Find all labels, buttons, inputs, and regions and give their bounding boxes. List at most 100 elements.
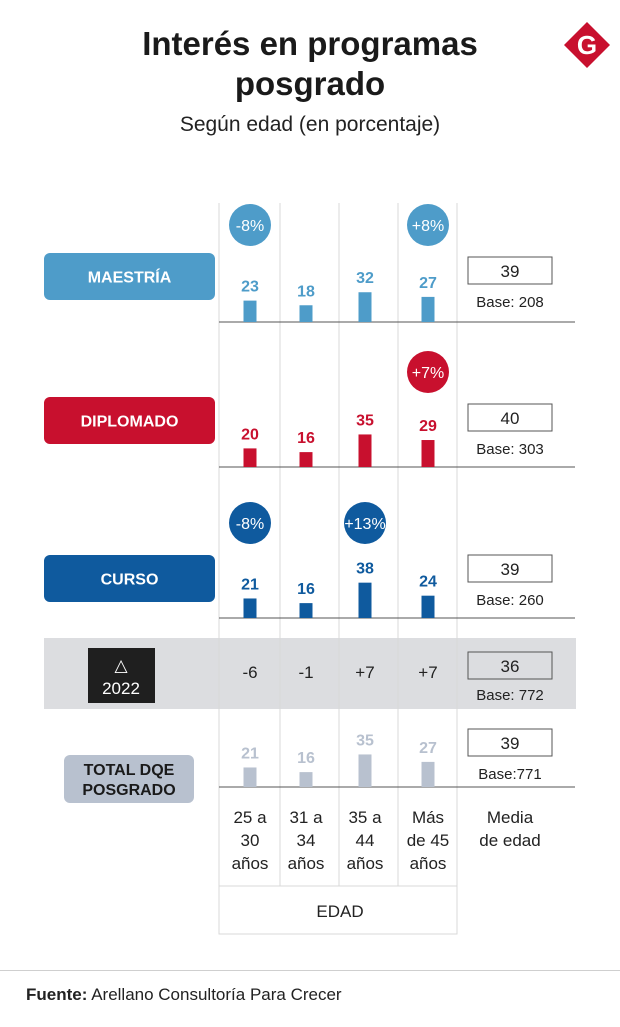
xaxis-label: EDAD	[316, 902, 363, 921]
maestria-series-name: MAESTRÍA	[88, 268, 172, 287]
diplomado-change-badge	[407, 351, 449, 393]
category-tick-label: Más	[412, 808, 444, 827]
category-tick-label: 35 a	[348, 808, 382, 827]
title-line-2: posgrado	[234, 65, 386, 102]
category-tick-label: 31 a	[289, 808, 323, 827]
category-tick-label: 30	[241, 831, 260, 850]
curso-bar	[299, 603, 313, 618]
diplomado-bar	[299, 452, 313, 467]
curso-label-box	[44, 555, 215, 602]
curso-series-name: CURSO	[101, 572, 159, 589]
diplomado-bar	[358, 434, 372, 467]
footer-label: Fuente:	[26, 985, 88, 1004]
curso-bar	[358, 582, 372, 618]
category-tick-label: 44	[356, 831, 375, 850]
delta-value: -6	[242, 663, 257, 682]
curso-bar	[243, 598, 257, 618]
xaxis-label-box	[218, 885, 458, 935]
delta-media-value: 36	[501, 657, 520, 676]
total-bar	[358, 754, 372, 787]
footer-source: Fuente: Arellano Consultoría Para Crecer	[26, 985, 342, 1005]
title-line-1: Interés en programas	[142, 25, 478, 62]
total-media-box	[467, 728, 553, 757]
diplomado-change-label: +7%	[412, 365, 444, 382]
total-value-label: 35	[356, 732, 374, 749]
footer-text: Arellano Consultoría Para Crecer	[91, 985, 342, 1004]
total-label-box	[64, 755, 194, 803]
delta-value: +7	[355, 663, 374, 682]
delta-year-label: 2022	[102, 679, 140, 698]
brand-logo-icon: G	[564, 22, 610, 68]
maestria-change-badge	[229, 204, 271, 246]
delta-value: -1	[298, 663, 313, 682]
maestria-bar	[358, 292, 372, 322]
curso-change-label: +13%	[344, 516, 385, 533]
delta-value: +7	[418, 663, 437, 682]
maestria-bar	[421, 296, 435, 322]
maestria-bar	[299, 305, 313, 322]
category-tick-label: años	[347, 854, 384, 873]
category-tick-label: 25 a	[233, 808, 267, 827]
curso-media-value: 39	[501, 560, 520, 579]
diplomado-base-label: Base: 303	[476, 441, 544, 458]
total-bar	[243, 767, 257, 787]
curso-value-label: 16	[297, 581, 315, 598]
maestria-label-box	[44, 253, 215, 300]
total-value-label: 21	[241, 745, 259, 762]
diplomado-media-box	[467, 403, 553, 432]
chart-area: EDAD 25 a 30 años 31 a 34 años 35 a 44 años Más de …	[44, 203, 576, 935]
total-media-value: 39	[501, 734, 520, 753]
category-tick-label: 34	[297, 831, 316, 850]
delta-symbol: △	[114, 656, 128, 676]
maestria-change-badge	[407, 204, 449, 246]
curso-change-badge	[229, 502, 271, 544]
maestria-change-label: +8%	[412, 218, 444, 235]
chart-title: Interés en programas posgrado	[0, 24, 620, 104]
total-bar	[299, 772, 313, 787]
curso-value-label: 38	[356, 561, 374, 578]
total-series-name: TOTAL DQE	[84, 762, 175, 779]
maestria-value-label: 27	[419, 275, 437, 292]
maestria-change-label: -8%	[236, 218, 264, 235]
diplomado-value-label: 20	[241, 426, 259, 443]
delta-base-label: Base: 772	[476, 687, 544, 704]
category-tick-label: de 45	[407, 831, 450, 850]
diplomado-series-name: DIPLOMADO	[81, 414, 179, 431]
diplomado-media-value: 40	[501, 409, 520, 428]
total-value-label: 16	[297, 750, 315, 767]
total-value-label: 27	[419, 740, 437, 757]
curso-change-label: -8%	[236, 516, 264, 533]
chart-subtitle: Según edad (en porcentaje)	[179, 113, 441, 136]
diplomado-bar	[421, 440, 435, 467]
category-tick-label: años	[232, 854, 269, 873]
curso-media-box	[467, 554, 553, 583]
curso-value-label: 24	[419, 574, 437, 591]
delta-media-box	[467, 651, 553, 680]
delta-label-box	[88, 648, 155, 703]
media-column-header: de edad	[479, 831, 540, 850]
diplomado-label-box	[44, 397, 215, 444]
curso-change-badge	[344, 502, 386, 544]
category-tick-label: años	[288, 854, 325, 873]
curso-bar	[421, 595, 435, 618]
diplomado-bar	[243, 448, 257, 467]
maestria-media-box	[467, 256, 553, 285]
footer-divider	[0, 970, 620, 971]
total-bar	[421, 761, 435, 787]
logo-letter: G	[577, 30, 597, 60]
maestria-base-label: Base: 208	[476, 294, 544, 311]
maestria-value-label: 23	[241, 279, 259, 296]
curso-value-label: 21	[241, 576, 259, 593]
diplomado-value-label: 29	[419, 418, 437, 435]
curso-base-label: Base: 260	[476, 592, 544, 609]
media-column-header: Media	[487, 808, 534, 827]
diplomado-value-label: 16	[297, 430, 315, 447]
maestria-value-label: 18	[297, 283, 315, 300]
diplomado-value-label: 35	[356, 412, 374, 429]
total-series-name: POSGRADO	[82, 782, 175, 799]
total-base-label: Base:771	[478, 766, 541, 783]
maestria-bar	[243, 300, 257, 322]
category-tick-label: años	[410, 854, 447, 873]
maestria-media-value: 39	[501, 262, 520, 281]
maestria-value-label: 32	[356, 270, 374, 287]
